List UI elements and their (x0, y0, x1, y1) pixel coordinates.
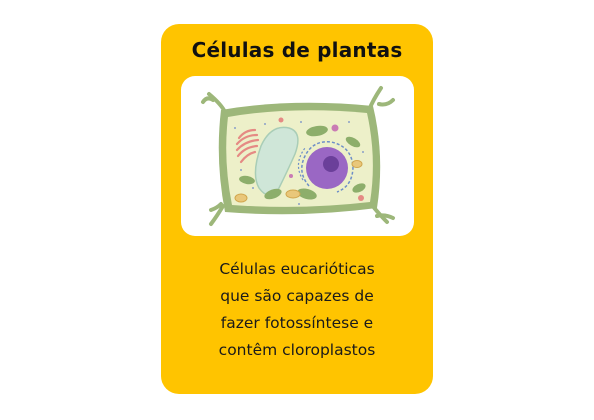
description-line: fazer fotossíntese e (220, 314, 374, 332)
mitochondria (234, 160, 363, 203)
nucleolus (323, 156, 339, 172)
description-line: contêm cloroplastos (218, 341, 376, 359)
ribosomes (234, 121, 364, 205)
card-title: Células de plantas (191, 38, 403, 62)
plant-cell-illustration (201, 86, 395, 226)
plant-cells-card: Células de plantas (161, 24, 433, 394)
nucleus-group (297, 141, 354, 193)
card-description: Células eucarióticas que são capazes de … (161, 256, 433, 364)
vesicles (278, 117, 364, 201)
golgi (235, 128, 260, 164)
illustration-frame (181, 76, 414, 236)
description-line: Células eucarióticas (219, 260, 375, 278)
chloroplasts (239, 125, 366, 200)
description-line: que são capazes de (220, 287, 374, 305)
vacuole (254, 126, 299, 196)
